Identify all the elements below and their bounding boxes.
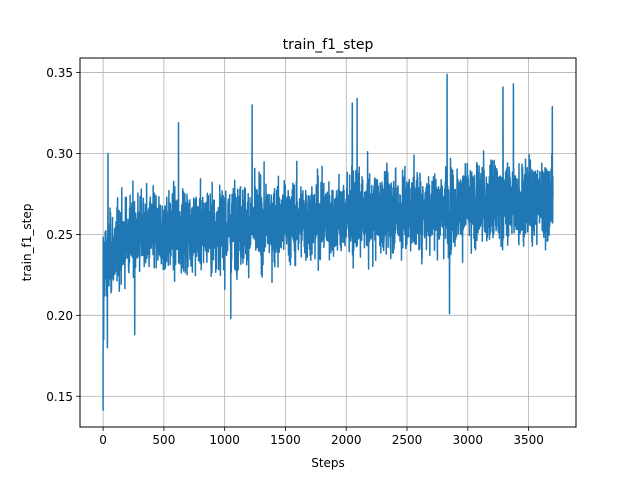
x-tick-label: 0 — [99, 433, 107, 447]
x-tick-label: 1500 — [270, 433, 301, 447]
x-tick-label: 1000 — [209, 433, 240, 447]
chart-title: train_f1_step — [283, 37, 374, 53]
y-tick-label: 0.20 — [46, 309, 73, 323]
x-tick-label: 500 — [152, 433, 175, 447]
y-tick-label: 0.35 — [46, 66, 73, 80]
x-tick-label: 3500 — [513, 433, 544, 447]
x-tick-label: 3000 — [453, 433, 484, 447]
y-tick-label: 0.15 — [46, 390, 73, 404]
x-axis-label: Steps — [311, 456, 345, 470]
y-tick-label: 0.30 — [46, 147, 73, 161]
x-tick-label: 2000 — [331, 433, 362, 447]
y-axis-label: train_f1_step — [20, 204, 34, 282]
x-tick-label: 2500 — [392, 433, 423, 447]
y-tick-label: 0.25 — [46, 228, 73, 242]
